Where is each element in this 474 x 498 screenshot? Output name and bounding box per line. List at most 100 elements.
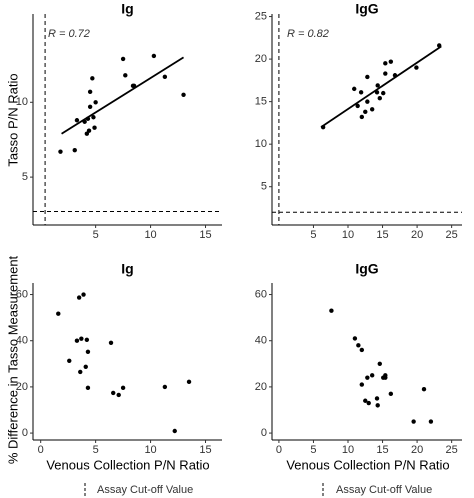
x-tick-label: 15 [376,444,388,456]
point [78,369,83,375]
point [375,403,380,408]
point [120,56,126,62]
point [87,89,93,95]
point [392,73,398,78]
point [359,114,365,120]
point [374,396,380,401]
y-tick-label: 25 [255,10,267,22]
point [91,115,96,120]
chart-title: Ig [121,261,133,277]
y-tick-label: 10 [16,96,28,108]
point [151,53,157,59]
y-tick-label: 40 [255,335,267,347]
point [162,74,168,80]
y-tick-label: 5 [22,171,28,183]
x-tick-label: 10 [144,444,156,456]
point [363,109,368,115]
point [381,90,386,96]
x-tick-label: 5 [310,229,316,241]
y-tick-label: 10 [255,138,267,150]
point [181,92,186,98]
fit-line [320,45,442,128]
x-tick-label: 5 [93,229,99,241]
point [84,337,90,342]
point [87,104,93,109]
point [383,373,388,378]
point [74,338,80,343]
point [369,107,375,112]
point [172,428,177,434]
legend-label: Assay Cut-off Value [336,484,432,496]
point [85,385,91,391]
point [414,65,419,70]
x-tick-label: 15 [376,229,388,241]
point [92,125,97,130]
point [377,96,382,101]
y-axis-label: % Difference in Tasso Measurement [5,255,20,464]
point [352,336,358,341]
point [329,308,334,313]
point [365,99,370,104]
point [120,385,126,391]
point [437,43,442,48]
annotation: R = 0.82 [287,28,329,40]
chart-title: Ig [121,1,133,17]
point [111,390,116,396]
point [116,392,121,398]
point [369,373,375,378]
point [359,382,365,387]
x-tick-label: 5 [93,444,99,456]
point [421,387,427,392]
point [359,347,365,353]
y-tick-label: 0 [261,427,267,439]
x-tick-label: 0 [276,444,282,456]
x-tick-label: 10 [342,229,354,241]
point [82,119,87,124]
y-tick-label: 15 [255,96,267,108]
point [388,391,394,397]
point [56,311,61,316]
point [356,343,361,348]
chart-title: IgG [355,261,378,277]
point [58,149,63,154]
x-axis-label: Venous Collection P/N Ratio [286,457,449,472]
y-tick-label: 20 [255,53,267,65]
annotation: R = 0.72 [48,28,90,40]
point [131,83,137,89]
point [355,103,360,109]
point [72,147,77,153]
x-tick-label: 15 [199,229,211,241]
x-tick-label: 0 [38,444,44,456]
point [81,292,86,297]
point [162,384,168,390]
point [375,83,380,88]
y-tick-label: 0 [22,427,28,439]
point [123,73,128,78]
point [352,86,357,92]
point [86,128,92,133]
point [93,100,98,105]
y-tick-label: 5 [261,181,267,193]
point [365,74,370,80]
point [383,61,388,66]
point [108,340,114,345]
point [411,419,416,424]
point [74,118,80,123]
y-tick-label: 20 [16,381,28,393]
point [83,364,88,370]
x-tick-label: 25 [446,444,458,456]
x-tick-label: 20 [411,229,423,241]
point [186,379,192,385]
x-tick-label: 20 [411,444,423,456]
x-tick-label: 5 [310,444,316,456]
point [90,76,95,81]
x-tick-label: 15 [199,444,211,456]
y-tick-label: 20 [255,381,267,393]
y-tick-label: 40 [16,335,28,347]
point [388,59,394,64]
point [374,90,380,95]
point [76,295,82,300]
point [67,358,72,364]
fit-line [61,56,185,135]
